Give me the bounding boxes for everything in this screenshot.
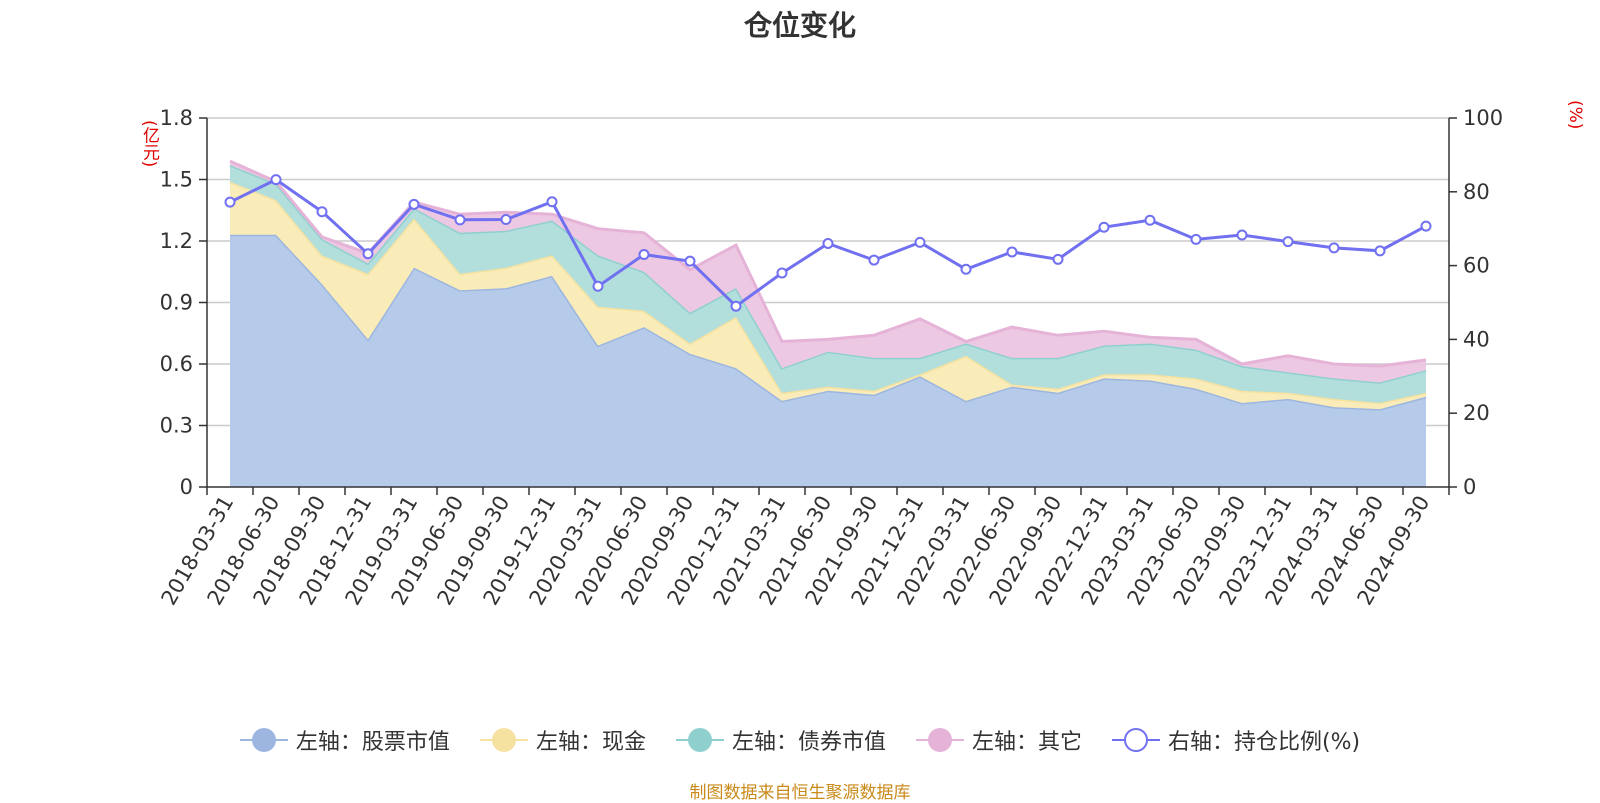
legend-marker-icon bbox=[1111, 728, 1160, 752]
holding-ratio-point bbox=[1374, 245, 1386, 257]
area-1 bbox=[230, 234, 1426, 487]
right-axis-tick-label: 60 bbox=[1463, 254, 1490, 278]
right-axis-tick-label: 20 bbox=[1463, 401, 1490, 425]
holding-ratio-point bbox=[1098, 221, 1110, 233]
holding-ratio-point bbox=[1006, 246, 1018, 258]
legend-label: 右轴：持仓比例(%) bbox=[1167, 730, 1361, 755]
holding-ratio-point bbox=[638, 249, 650, 261]
left-axis-tick-label: 1.2 bbox=[160, 229, 193, 253]
holding-ratio-point bbox=[500, 213, 512, 225]
legend: 左轴：股票市值 左轴：现金 左轴：债券市值 左轴：其它 右轴：持仓比例(%) bbox=[0, 724, 1600, 756]
holding-ratio-point bbox=[684, 255, 696, 267]
holding-ratio-point bbox=[224, 196, 236, 208]
holding-ratio-point bbox=[1328, 242, 1340, 254]
holding-ratio-point bbox=[1420, 220, 1432, 232]
holding-ratio-point bbox=[868, 254, 880, 266]
holding-ratio-point bbox=[1190, 233, 1202, 245]
left-axis-unit: (亿元) bbox=[139, 120, 159, 168]
holding-ratio-point bbox=[316, 206, 328, 218]
holding-ratio-point bbox=[592, 280, 604, 292]
legend-marker-icon bbox=[479, 728, 528, 752]
holding-ratio-point bbox=[730, 300, 742, 312]
legend-marker-icon bbox=[239, 728, 288, 752]
legend-item[interactable]: 左轴：股票市值 bbox=[239, 724, 450, 756]
right-axis-unit: (%) bbox=[1565, 100, 1585, 130]
right-axis-tick-label: 0 bbox=[1463, 475, 1476, 499]
holding-ratio-point bbox=[1144, 214, 1156, 226]
legend-label: 左轴：其它 bbox=[971, 730, 1082, 755]
holding-ratio-point bbox=[960, 263, 972, 275]
area-3 bbox=[230, 165, 1426, 403]
left-axis-tick-label: 0.6 bbox=[160, 352, 193, 376]
holding-ratio-point bbox=[822, 237, 834, 249]
legend-label: 左轴：现金 bbox=[535, 730, 646, 755]
holding-ratio-point bbox=[776, 267, 788, 279]
right-axis-tick-label: 100 bbox=[1463, 106, 1503, 130]
holding-ratio-point bbox=[1282, 236, 1294, 248]
holding-ratio-point bbox=[362, 248, 374, 260]
legend-item[interactable]: 右轴：持仓比例(%) bbox=[1111, 724, 1361, 756]
legend-label: 左轴：债券市值 bbox=[731, 730, 886, 755]
data-source-footer: 制图数据来自恒生聚源数据库 bbox=[689, 783, 911, 803]
legend-label: 左轴：股票市值 bbox=[295, 730, 450, 755]
legend-marker-icon bbox=[675, 728, 724, 752]
left-axis-tick-label: 0.9 bbox=[160, 291, 193, 315]
left-axis-tick-label: 1.5 bbox=[160, 168, 193, 192]
left-axis-tick-label: 0.3 bbox=[160, 414, 193, 438]
left-axis-tick-label: 1.8 bbox=[160, 106, 193, 130]
area-4 bbox=[230, 161, 1426, 383]
holding-ratio-point bbox=[1236, 229, 1248, 241]
holding-ratio-point bbox=[914, 236, 926, 248]
holding-ratio-point bbox=[454, 214, 466, 226]
right-axis-tick-label: 40 bbox=[1463, 327, 1490, 351]
right-axis-tick-label: 80 bbox=[1463, 180, 1490, 204]
holding-ratio-point bbox=[408, 198, 420, 210]
chart-title: 仓位变化 bbox=[743, 9, 856, 42]
legend-item[interactable]: 左轴：其它 bbox=[915, 724, 1082, 756]
legend-item[interactable]: 左轴：现金 bbox=[479, 724, 646, 756]
left-axis-tick-label: 0 bbox=[180, 475, 193, 499]
holding-ratio-point bbox=[270, 174, 282, 186]
holding-ratio-point bbox=[546, 196, 558, 208]
legend-marker-icon bbox=[915, 728, 964, 752]
holding-ratio-point bbox=[1052, 253, 1064, 265]
legend-item[interactable]: 左轴：债券市值 bbox=[675, 724, 886, 756]
area-edge-4 bbox=[229, 159, 1427, 368]
